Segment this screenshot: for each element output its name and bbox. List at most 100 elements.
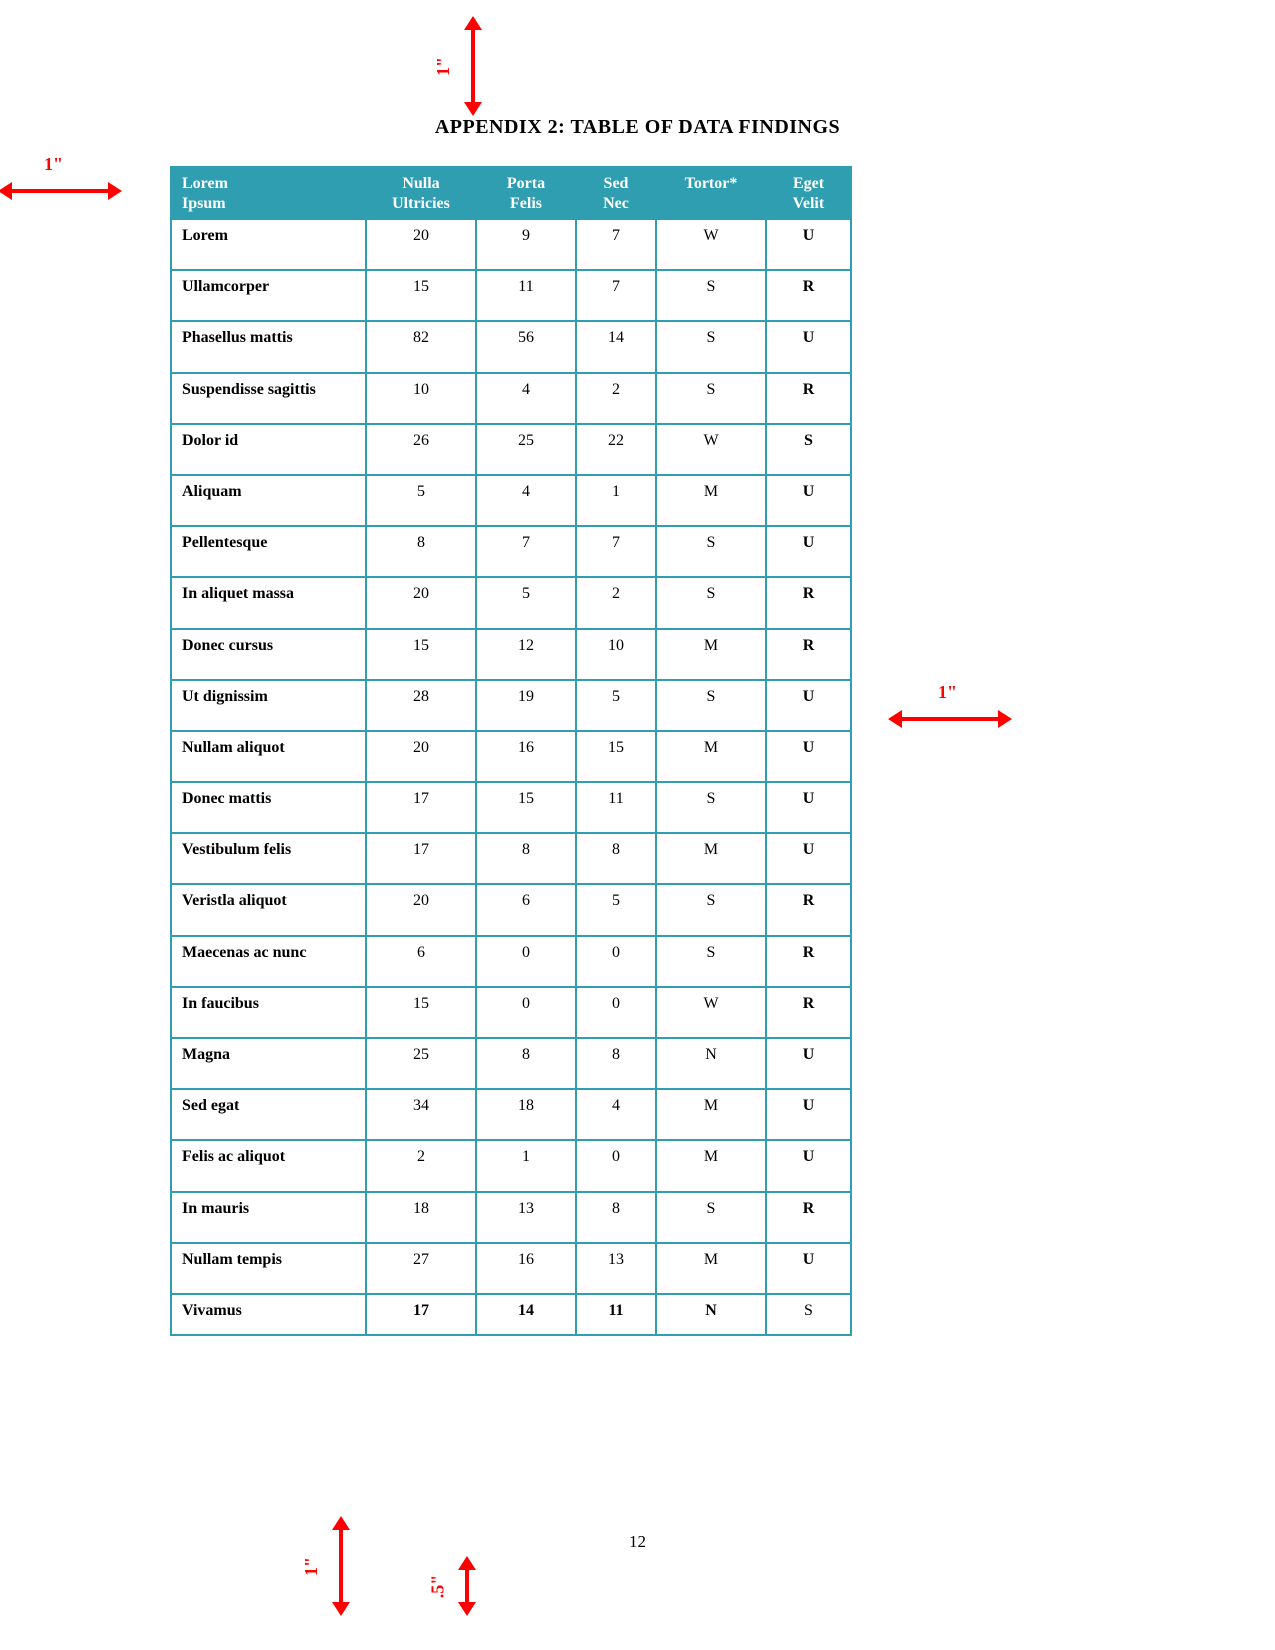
arrow-line (471, 28, 475, 104)
data-cell: 22 (576, 424, 656, 475)
row-name-cell: Nullam tempis (171, 1243, 366, 1294)
row-name-cell: Vestibulum felis (171, 833, 366, 884)
table-row: Nullam tempis271613MU (171, 1243, 851, 1294)
data-cell: 1 (576, 475, 656, 526)
data-cell: 34 (366, 1089, 476, 1140)
data-cell: 7 (576, 219, 656, 270)
data-cell: 17 (366, 782, 476, 833)
data-cell: M (656, 1140, 766, 1191)
data-cell: 8 (576, 1192, 656, 1243)
table-row: Ut dignissim28195SU (171, 680, 851, 731)
table-row: Lorem2097WU (171, 219, 851, 270)
arrow-down-icon (464, 102, 482, 116)
data-cell: 14 (576, 321, 656, 372)
data-table: LoremIpsumNullaUltriciesPortaFelisSedNec… (170, 166, 852, 1336)
row-name-cell: Ullamcorper (171, 270, 366, 321)
data-cell: 7 (576, 270, 656, 321)
data-cell: M (656, 475, 766, 526)
data-cell: 0 (476, 987, 576, 1038)
data-cell: 20 (366, 219, 476, 270)
row-name-cell: Suspendisse sagittis (171, 373, 366, 424)
data-cell: 7 (476, 526, 576, 577)
data-cell: S (656, 1192, 766, 1243)
margin-annotation-top: 1" (458, 18, 488, 114)
table-row: Magna2588NU (171, 1038, 851, 1089)
data-cell: R (766, 577, 851, 628)
data-cell: 0 (576, 987, 656, 1038)
row-name-cell: In aliquet massa (171, 577, 366, 628)
data-cell: R (766, 373, 851, 424)
margin-label: 1" (938, 682, 957, 703)
margin-label: 1" (44, 154, 63, 175)
row-name-cell: In faucibus (171, 987, 366, 1038)
margin-label: .5" (427, 1575, 448, 1599)
column-header: NullaUltricies (366, 167, 476, 219)
data-cell: 25 (366, 1038, 476, 1089)
table-row: Veristla aliquot2065SR (171, 884, 851, 935)
row-name-cell: Donec cursus (171, 629, 366, 680)
data-cell: R (766, 987, 851, 1038)
data-cell: 14 (476, 1294, 576, 1335)
table-row: Felis ac aliquot210MU (171, 1140, 851, 1191)
data-cell: R (766, 1192, 851, 1243)
data-cell: 25 (476, 424, 576, 475)
data-cell: U (766, 1089, 851, 1140)
row-name-cell: Maecenas ac nunc (171, 936, 366, 987)
data-cell: W (656, 987, 766, 1038)
data-cell: M (656, 1089, 766, 1140)
column-header: LoremIpsum (171, 167, 366, 219)
data-cell: 11 (576, 782, 656, 833)
page-title: APPENDIX 2: TABLE OF DATA FINDINGS (0, 116, 1275, 139)
data-cell: U (766, 219, 851, 270)
table-row: Nullam aliquot201615MU (171, 731, 851, 782)
row-name-cell: In mauris (171, 1192, 366, 1243)
data-cell: 1 (476, 1140, 576, 1191)
data-cell: 11 (476, 270, 576, 321)
data-cell: U (766, 321, 851, 372)
data-cell: 6 (476, 884, 576, 935)
data-cell: S (656, 270, 766, 321)
data-cell: R (766, 629, 851, 680)
row-name-cell: Magna (171, 1038, 366, 1089)
row-name-cell: Aliquam (171, 475, 366, 526)
data-cell: 5 (576, 884, 656, 935)
data-cell: 4 (576, 1089, 656, 1140)
page: APPENDIX 2: TABLE OF DATA FINDINGS Lorem… (0, 0, 1275, 1650)
data-cell: S (656, 782, 766, 833)
data-cell: S (766, 424, 851, 475)
row-name-cell: Felis ac aliquot (171, 1140, 366, 1191)
data-cell: 5 (476, 577, 576, 628)
data-cell: S (766, 1294, 851, 1335)
data-cell: M (656, 833, 766, 884)
row-name-cell: Veristla aliquot (171, 884, 366, 935)
margin-label: 1" (301, 1557, 322, 1576)
data-cell: U (766, 475, 851, 526)
column-header: EgetVelit (766, 167, 851, 219)
table-row: Vestibulum felis1788MU (171, 833, 851, 884)
row-name-cell: Vivamus (171, 1294, 366, 1335)
data-cell: U (766, 526, 851, 577)
data-cell: 5 (576, 680, 656, 731)
data-cell: 26 (366, 424, 476, 475)
data-cell: 15 (366, 987, 476, 1038)
data-cell: 20 (366, 884, 476, 935)
data-cell: N (656, 1294, 766, 1335)
arrow-down-icon (458, 1602, 476, 1616)
data-cell: U (766, 1038, 851, 1089)
data-cell: S (656, 373, 766, 424)
data-cell: 8 (476, 833, 576, 884)
arrow-down-icon (332, 1602, 350, 1616)
data-cell: W (656, 219, 766, 270)
data-cell: 56 (476, 321, 576, 372)
data-cell: 10 (366, 373, 476, 424)
column-header: SedNec (576, 167, 656, 219)
data-cell: M (656, 629, 766, 680)
table-row: Donec cursus151210MR (171, 629, 851, 680)
data-cell: U (766, 1140, 851, 1191)
data-cell: 8 (476, 1038, 576, 1089)
arrow-right-icon (998, 710, 1012, 728)
column-header: Tortor* (656, 167, 766, 219)
data-cell: 2 (576, 577, 656, 628)
data-cell: 2 (576, 373, 656, 424)
table-row: Pellentesque877SU (171, 526, 851, 577)
